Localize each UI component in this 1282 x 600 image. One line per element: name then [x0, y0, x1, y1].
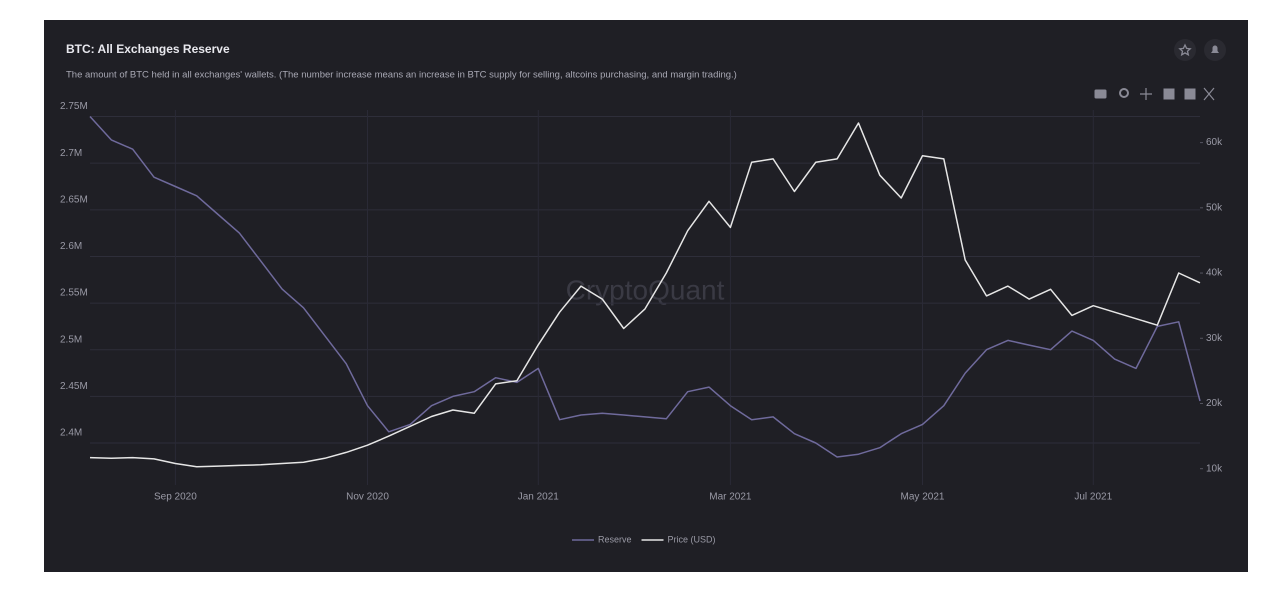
y2-tick-label: 30k: [1206, 333, 1223, 344]
y2-tick-label: 10k: [1206, 463, 1223, 474]
y-tick-label: 2.75M: [60, 101, 88, 112]
x-tick-label: Mar 2021: [709, 492, 752, 503]
y-tick-label: 2.5M: [60, 334, 82, 345]
series-line: [89, 122, 1201, 468]
zoom-out-icon[interactable]: [1184, 88, 1196, 100]
x-tick-label: Nov 2020: [346, 492, 389, 503]
x-tick-label: May 2021: [901, 492, 945, 503]
star-icon: [1178, 43, 1192, 57]
x-tick-label: Sep 2020: [154, 492, 197, 503]
toolbar: [1094, 87, 1215, 101]
legend-label: Reserve: [598, 534, 632, 544]
legend-label: Price (USD): [668, 534, 716, 544]
y-tick-label: 2.65M: [60, 194, 88, 205]
y2-tick-label: 20k: [1206, 398, 1223, 409]
camera-icon[interactable]: [1094, 89, 1107, 99]
bell-icon: [1211, 45, 1219, 53]
y2-tick-label: 50k: [1206, 202, 1223, 213]
chart-title: BTC: All Exchanges Reserve: [66, 42, 230, 56]
header-icons: [1174, 39, 1226, 61]
zoom-icon[interactable]: [1119, 88, 1129, 98]
y2-tick-label: 60k: [1206, 137, 1223, 148]
reset-icon[interactable]: [1203, 87, 1215, 101]
star-button[interactable]: [1174, 39, 1196, 61]
y-tick-label: 2.45M: [60, 381, 88, 392]
y-tick-label: 2.6M: [60, 241, 82, 252]
x-tick-label: Jul 2021: [1074, 492, 1112, 503]
watermark: CryptoQuant: [566, 274, 725, 305]
y-tick-label: 2.7M: [60, 148, 82, 159]
panel: [44, 20, 1248, 572]
y2-tick-label: 40k: [1206, 268, 1223, 279]
series-line: [89, 115, 1201, 458]
zoom-in-icon[interactable]: [1163, 88, 1175, 100]
pan-icon[interactable]: [1140, 88, 1152, 100]
chart-subtitle: The amount of BTC held in all exchanges'…: [66, 70, 737, 81]
x-tick-label: Jan 2021: [518, 492, 560, 503]
y-tick-label: 2.55M: [60, 288, 88, 299]
y-tick-label: 2.4M: [60, 428, 82, 439]
